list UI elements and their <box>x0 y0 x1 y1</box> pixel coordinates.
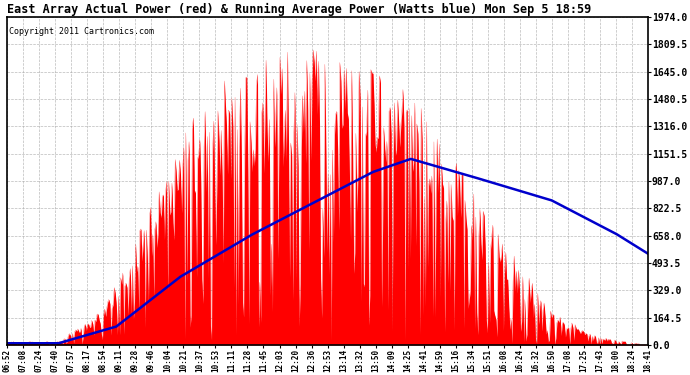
Text: East Array Actual Power (red) & Running Average Power (Watts blue) Mon Sep 5 18:: East Array Actual Power (red) & Running … <box>8 3 591 16</box>
Text: Copyright 2011 Cartronics.com: Copyright 2011 Cartronics.com <box>8 27 154 36</box>
